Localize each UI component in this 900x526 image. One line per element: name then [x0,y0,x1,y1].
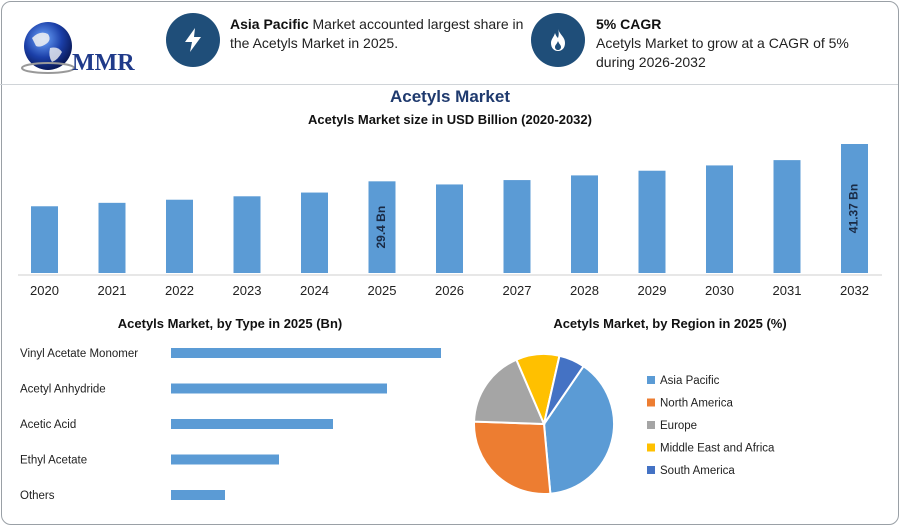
logo-text: MMR [72,50,135,76]
header-divider [0,84,898,85]
type-label-1: Acetyl Anhydride [20,384,106,396]
highlight1-text: Market accounted largest share in the Ac… [230,16,524,51]
flame-icon [551,29,565,51]
market-size-bar-chart: 2020 2021 2022 2023 2024 2025 29.4 Bn 2026 2027 2… [18,144,882,298]
x-tick-2031: 2031 [773,283,802,298]
bar-2028 [571,175,598,273]
bar-2030 [706,165,733,273]
legend-label-3: Middle East and Africa [660,443,775,455]
type-bar-3 [171,454,279,465]
x-tick-2022: 2022 [165,283,194,298]
highlight2-bold: 5% CAGR [596,16,662,32]
globe-icon [21,22,75,74]
type-label-0: Vinyl Acetate Monomer [20,348,138,360]
lightning-icon-badge [166,13,220,67]
mmr-logo [18,18,138,78]
x-tick-2025: 2025 [368,283,397,298]
lightning-icon [185,28,201,52]
pie-slice-1 [473,420,552,495]
legend-label-4: South America [660,465,735,477]
highlight2-text: Acetyls Market to grow at a CAGR of 5% d… [596,35,849,70]
legend-swatch-1 [647,398,655,407]
bar-2025 [368,181,396,273]
bar-2024 [301,192,328,273]
x-tick-2024: 2024 [300,283,329,298]
pie-slice-2 [473,358,546,426]
legend-swatch-3 [647,443,655,452]
type-bar-2 [171,419,333,429]
x-tick-2028: 2028 [570,283,599,298]
highlight1-bold: Asia Pacific [230,16,309,32]
pie-slice-4 [543,354,585,425]
legend-swatch-4 [647,466,655,474]
x-tick-2027: 2027 [503,283,532,298]
x-tick-2029: 2029 [638,283,667,298]
type-bar-4 [171,490,225,500]
type-horizontal-bar-chart: Vinyl Acetate Monomer Acetyl Anhydride Ace… [20,348,441,502]
bar-2023 [233,196,261,273]
highlight-asia-pacific: Asia Pacific Market accounted largest sh… [230,15,530,53]
flame-icon-badge [531,13,585,67]
chart-title: Acetyls Market [389,87,510,106]
type-bar-0 [171,348,441,358]
x-tick-2021: 2021 [98,283,127,298]
data-label-2025: 29.4 Bn [374,206,388,249]
type-label-4: Others [20,490,55,502]
bar-2020 [31,206,58,273]
type-label-2: Acetic Acid [20,419,76,431]
bar-2027 [503,180,531,273]
bar-2029 [638,170,666,273]
type-bar-1 [171,383,387,394]
x-tick-2023: 2023 [233,283,262,298]
x-tick-2026: 2026 [435,283,464,298]
pie-slice-0 [542,364,615,495]
region-chart-title: Acetyls Market, by Region in 2025 (%) [553,316,787,331]
highlight-cagr: 5% CAGR Acetyls Market to grow at a CAGR… [596,15,886,72]
chart-subtitle: Acetyls Market size in USD Billion (2020… [308,112,592,127]
bar-2021 [98,202,126,273]
legend-label-1: North America [660,398,733,410]
bar-2032 [841,144,868,273]
type-chart-title: Acetyls Market, by Type in 2025 (Bn) [117,316,343,331]
x-tick-2020: 2020 [30,283,59,298]
data-label-2032: 41.37 Bn [847,184,861,233]
bar-2031 [773,160,801,273]
legend-label-2: Europe [660,420,697,432]
x-tick-2030: 2030 [705,283,734,298]
legend-swatch-2 [647,421,655,429]
type-label-3: Ethyl Acetate [20,455,87,467]
region-pie-chart: Asia Pacific North America Europe Middle Ea… [473,353,775,495]
x-tick-2032: 2032 [840,283,869,298]
bar-2022 [166,199,193,273]
bar-2026 [436,184,463,273]
legend-swatch-0 [647,376,655,384]
legend-label-0: Asia Pacific [660,375,720,387]
